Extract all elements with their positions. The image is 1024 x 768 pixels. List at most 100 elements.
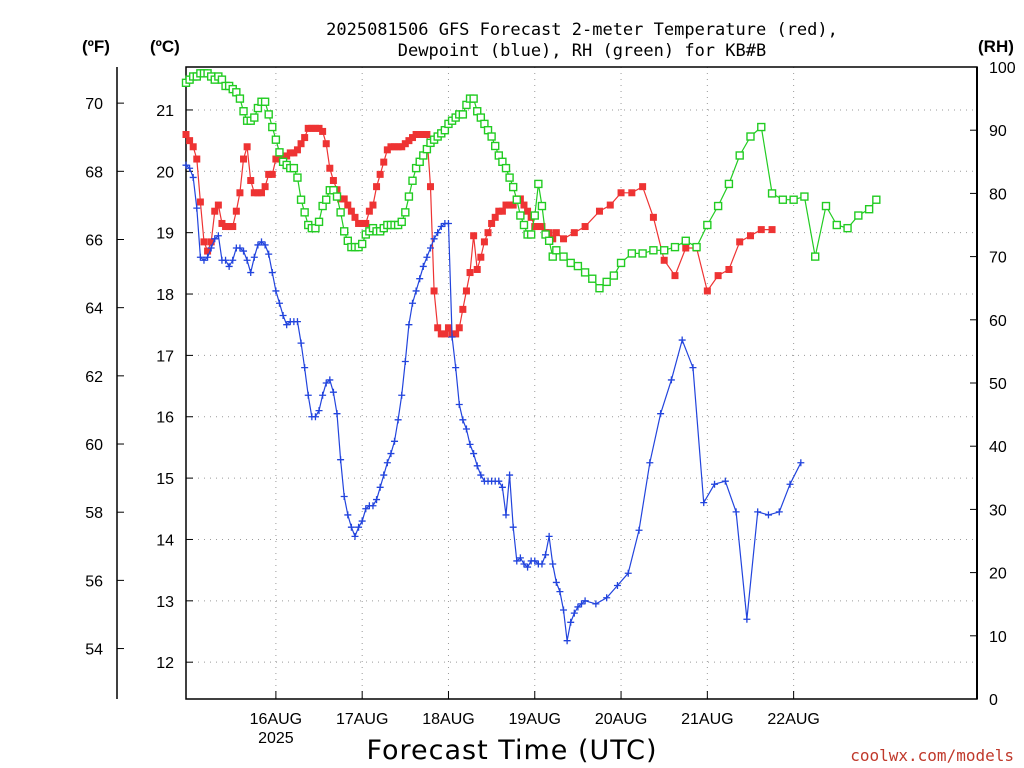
dewpoint-point	[560, 606, 568, 614]
rh-point	[573, 261, 583, 271]
temperature-point	[204, 247, 212, 255]
dewpoint-point	[524, 563, 532, 571]
dewpoint-point	[376, 483, 384, 491]
temperature-point	[329, 177, 337, 185]
dewpoint-point	[416, 275, 424, 283]
temperature-point	[340, 195, 348, 203]
dewpoint-point	[513, 557, 521, 565]
dewpoint-point	[211, 235, 219, 243]
rh-point	[271, 135, 281, 144]
temperature-point	[466, 269, 474, 277]
dewpoint-point	[311, 413, 319, 421]
temperature-point	[380, 158, 388, 166]
rh-point	[638, 249, 647, 258]
dewpoint-point	[207, 244, 215, 252]
dewpoint-point	[329, 388, 337, 396]
fahrenheit-tick-label: 66	[85, 232, 103, 249]
rh-point	[293, 173, 302, 182]
dewpoint-point	[624, 569, 632, 577]
temperature-point	[240, 155, 248, 163]
rh-point	[289, 163, 299, 173]
temperature-point	[398, 143, 406, 151]
rh-point	[491, 141, 500, 151]
dewpoint-point	[754, 508, 762, 516]
temperature-point	[304, 124, 312, 132]
temperature-point	[606, 201, 614, 209]
rh-point	[332, 192, 342, 201]
temperature-point	[218, 219, 226, 227]
rh-point	[552, 246, 561, 255]
dewpoint-point	[574, 603, 582, 611]
temperature-point	[311, 124, 319, 132]
temperature-point	[214, 201, 222, 209]
temperature-point	[358, 219, 366, 227]
dewpoint-point	[477, 471, 485, 479]
temperature-point	[265, 170, 273, 178]
dewpoint-point	[272, 287, 280, 295]
dewpoint-point	[581, 597, 589, 605]
dewpoint-point	[391, 437, 399, 445]
x-tick-sublabel: 2025	[258, 730, 294, 747]
rh-unit-label: (RH)	[978, 37, 1014, 56]
celsius-tick-label: 17	[156, 348, 174, 365]
dewpoint-point	[520, 560, 528, 568]
temperature-point	[570, 229, 578, 237]
rh-series	[181, 69, 881, 293]
rh-point	[616, 258, 626, 268]
dewpoint-point	[495, 477, 503, 485]
x-tick-label: 19AUG	[509, 711, 561, 728]
dewpoint-point	[426, 244, 434, 252]
rh-point	[767, 189, 777, 198]
temperature-point	[355, 219, 363, 227]
temperature-point	[394, 143, 402, 151]
dewpoint-point	[193, 204, 201, 212]
temperature-point	[207, 238, 215, 246]
celsius-tick-label: 13	[156, 594, 174, 611]
temperature-point	[293, 146, 301, 154]
x-tick-label: 20AUG	[595, 711, 647, 728]
temperature-point	[351, 213, 359, 221]
temperature-point	[290, 149, 298, 157]
temperature-point	[401, 140, 409, 148]
dewpoint-point	[549, 560, 557, 568]
celsius-tick-label: 15	[156, 471, 174, 488]
rh-point	[580, 268, 590, 277]
rh-point	[508, 182, 518, 192]
rh-point	[275, 148, 284, 157]
celsius-tick-label: 18	[156, 287, 174, 304]
rh-point	[501, 163, 511, 173]
temperature-point	[524, 207, 532, 215]
dewpoint-point	[351, 532, 359, 540]
rh-point	[469, 94, 478, 103]
temperature-point	[491, 213, 499, 221]
temperature-point	[480, 238, 488, 246]
dewpoint-point	[711, 480, 719, 488]
temperature-point	[391, 143, 399, 151]
dewpoint-point	[268, 269, 276, 277]
series	[181, 69, 881, 645]
rh-tick-label: 10	[989, 629, 1007, 646]
fahrenheit-tick-label: 60	[85, 437, 103, 454]
dewpoint-point	[689, 364, 697, 372]
rh-tick-label: 100	[989, 60, 1016, 77]
temperature-point	[552, 229, 560, 237]
dewpoint-point	[462, 425, 470, 433]
rh-point	[296, 195, 306, 204]
dewpoint-point	[283, 321, 291, 329]
temperature-point	[286, 149, 294, 157]
rh-point	[544, 236, 554, 246]
fahrenheit-unit-label: (ºF)	[82, 37, 110, 56]
dewpoint-point	[383, 459, 391, 467]
rh-point	[516, 211, 525, 220]
temperature-point	[254, 189, 262, 197]
dewpoint-point	[613, 581, 621, 589]
rh-point	[757, 122, 766, 132]
dewpoint-point	[358, 517, 366, 525]
dewpoint-point	[204, 253, 212, 261]
rh-tick-label: 50	[989, 376, 1007, 393]
rh-point	[408, 176, 417, 185]
celsius-unit-label: (ºC)	[150, 37, 180, 56]
temperature-point	[473, 265, 481, 273]
temperature-point	[196, 198, 204, 206]
